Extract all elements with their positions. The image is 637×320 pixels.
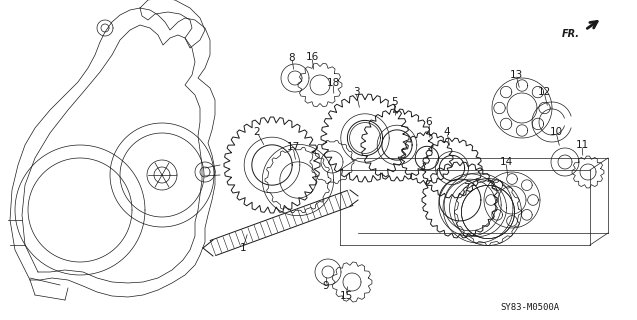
Text: 14: 14 [499, 157, 513, 167]
Text: 5: 5 [390, 97, 397, 107]
Text: 8: 8 [289, 53, 296, 63]
Text: 7: 7 [462, 183, 469, 193]
Text: 16: 16 [305, 52, 318, 62]
Text: FR.: FR. [562, 29, 580, 39]
Text: 6: 6 [426, 117, 433, 127]
Text: 18: 18 [326, 78, 340, 88]
Text: 2: 2 [254, 127, 261, 137]
Text: 10: 10 [550, 127, 562, 137]
Text: 4: 4 [444, 127, 450, 137]
Text: 9: 9 [323, 281, 329, 291]
Text: 13: 13 [510, 70, 522, 80]
Text: 15: 15 [340, 291, 353, 301]
Text: 3: 3 [353, 87, 359, 97]
Text: 1: 1 [240, 243, 247, 253]
Text: 17: 17 [287, 142, 299, 152]
Text: 11: 11 [575, 140, 589, 150]
Text: 12: 12 [538, 87, 550, 97]
Text: SY83-M0500A: SY83-M0500A [501, 303, 559, 313]
